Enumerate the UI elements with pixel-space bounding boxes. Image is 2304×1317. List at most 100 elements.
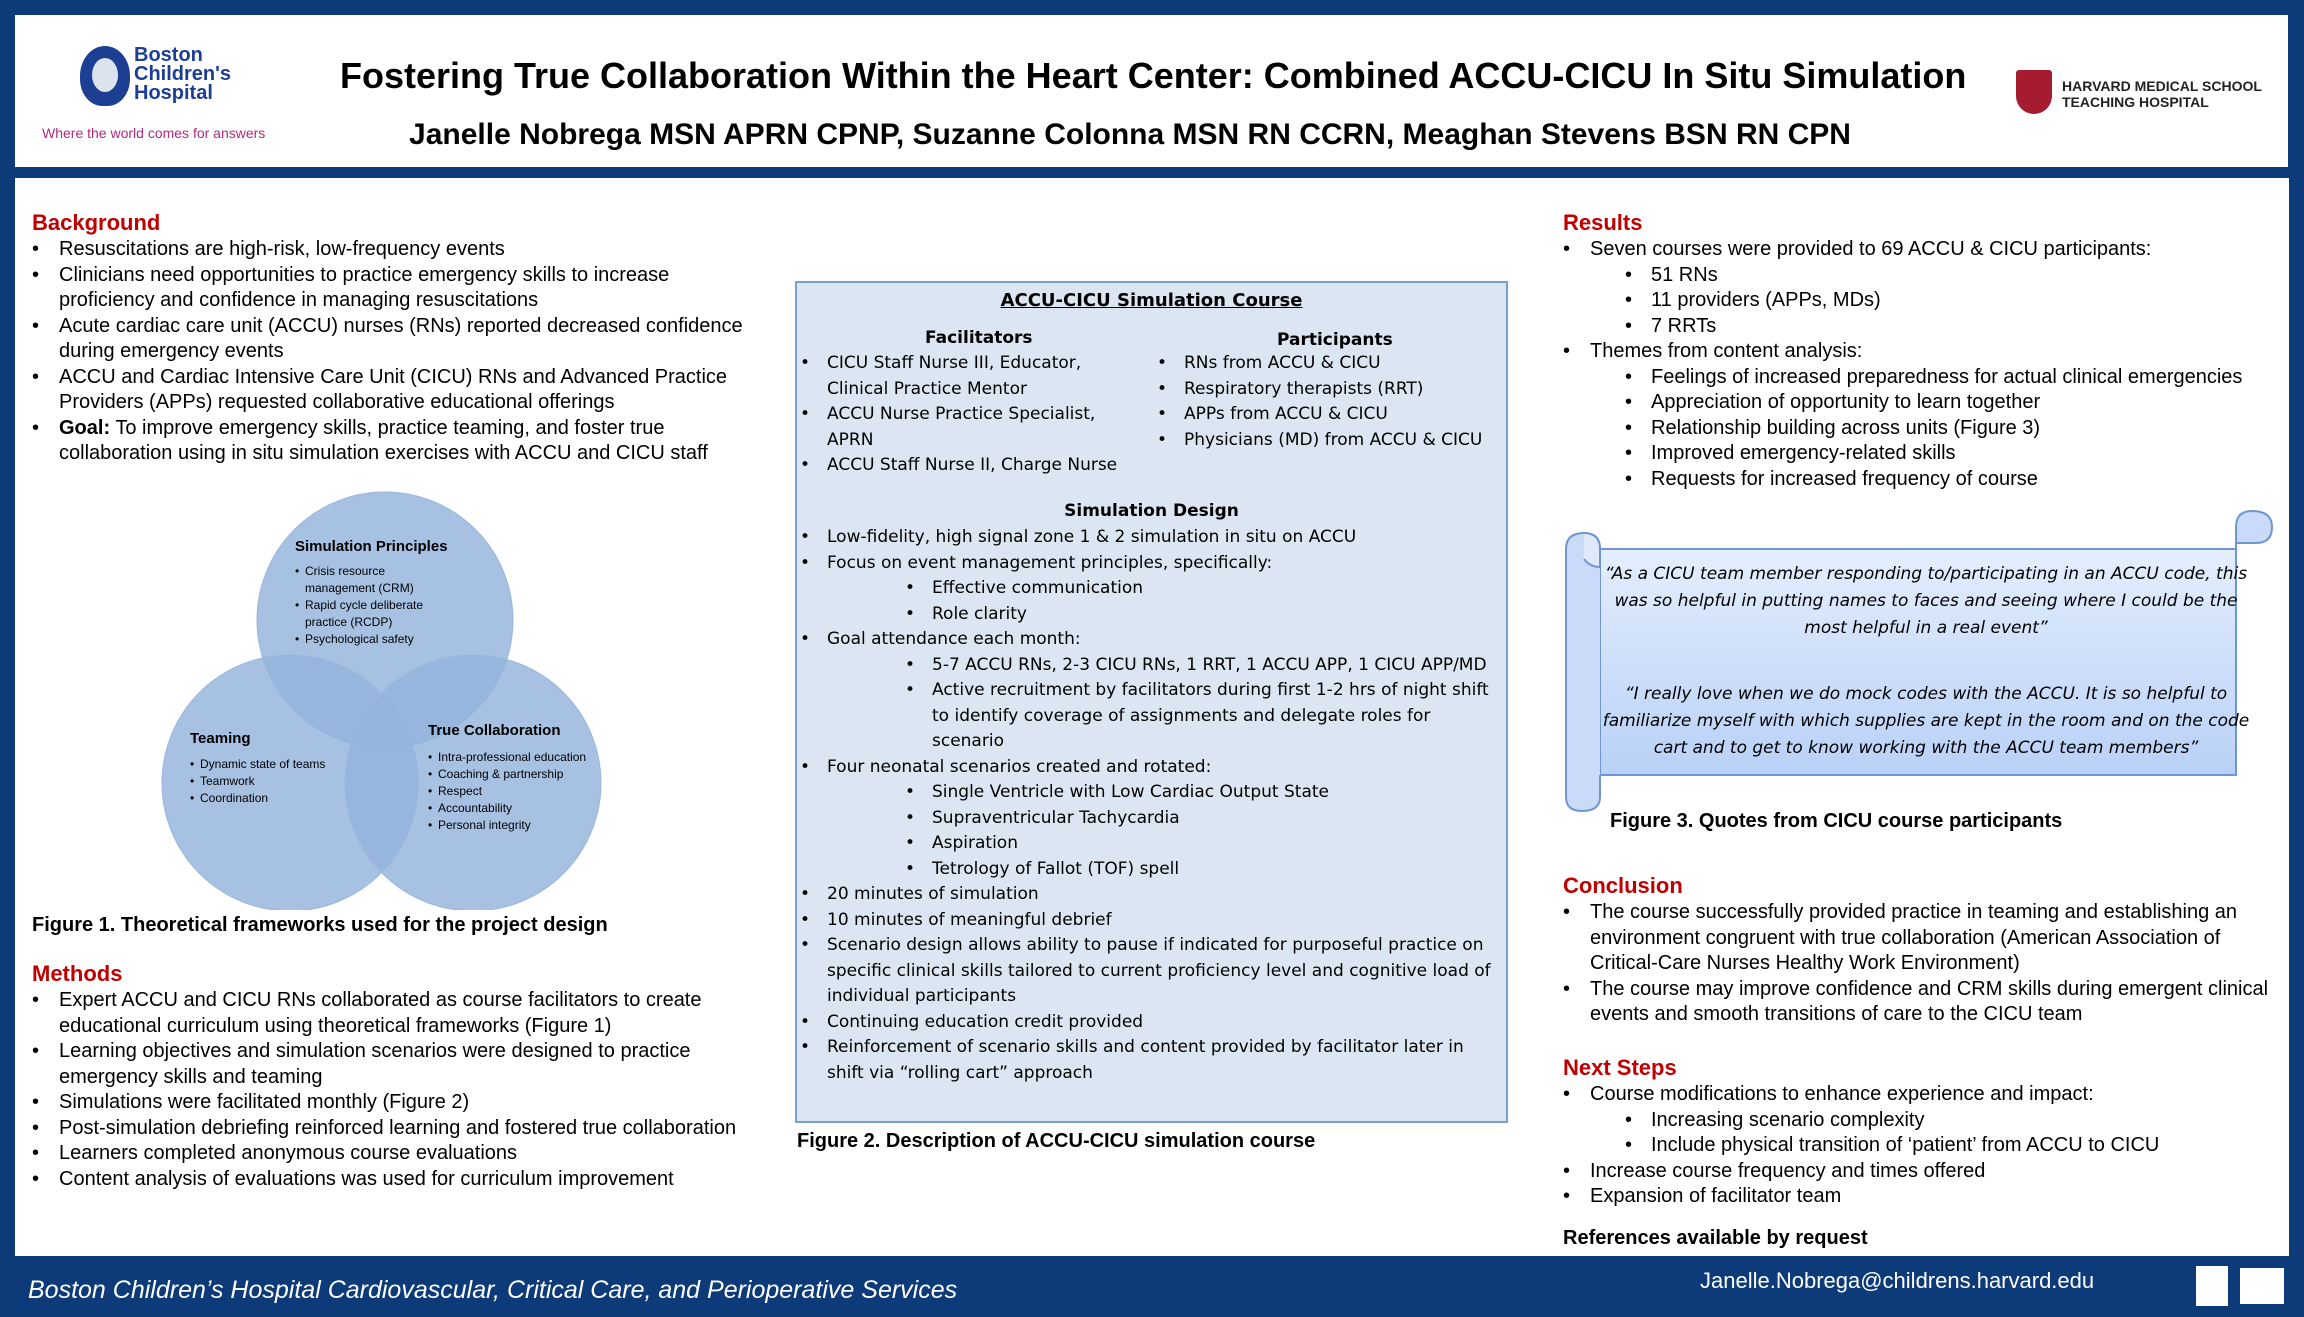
goal-label: Goal: <box>59 417 110 439</box>
background-list: Resuscitations are high-risk, low-freque… <box>32 237 752 467</box>
hms-shield-icon <box>2016 70 2052 114</box>
design-list: Low-fidelity, high signal zone 1 & 2 sim… <box>797 525 1505 1086</box>
list-item: Continuing education credit provided <box>797 1010 1505 1036</box>
hms-logo-text: HARVARD MEDICAL SCHOOL TEACHING HOSPITAL <box>2062 78 2262 110</box>
list-item: RNs from ACCU & CICU <box>1154 351 1506 377</box>
next-steps-list: Course modifications to enhance experien… <box>1563 1082 2283 1210</box>
venn-team-title: Teaming <box>190 730 251 747</box>
list-item: The course successfully provided practic… <box>1563 900 2283 977</box>
list-item: Appreciation of opportunity to learn tog… <box>1563 390 2283 416</box>
list-item: Respect <box>428 783 588 800</box>
poster-authors: Janelle Nobrega MSN APRN CPNP, Suzanne C… <box>340 118 1920 152</box>
list-item: Themes from content analysis: <box>1563 339 2283 365</box>
list-item: Content analysis of evaluations was used… <box>32 1167 752 1193</box>
conclusion-heading: Conclusion <box>1563 873 1683 899</box>
list-item: 11 providers (APPs, MDs) <box>1563 288 2283 314</box>
list-item: Supraventricular Tachycardia <box>797 806 1505 832</box>
venn-sim-title: Simulation Principles <box>295 538 448 555</box>
facilitators-heading: Facilitators <box>925 328 1033 348</box>
list-item: Expert ACCU and CICU RNs collaborated as… <box>32 988 752 1039</box>
list-item: Coordination <box>190 790 340 807</box>
list-item: Goal: To improve emergency skills, pract… <box>32 416 752 467</box>
facilitators-list: CICU Staff Nurse III, Educator, Clinical… <box>797 351 1137 479</box>
list-item: CICU Staff Nurse III, Educator, Clinical… <box>797 351 1137 402</box>
figure3-caption: Figure 3. Quotes from CICU course partic… <box>1610 810 2062 833</box>
list-item: Learners completed anonymous course eval… <box>32 1141 752 1167</box>
list-item: Aspiration <box>797 831 1505 857</box>
list-item: Dynamic state of teams <box>190 756 340 773</box>
participants-list: RNs from ACCU & CICU Respiratory therapi… <box>1154 351 1506 453</box>
list-item: Feelings of increased preparedness for a… <box>1563 365 2283 391</box>
bch-shield-icon <box>80 46 130 106</box>
list-item: Coaching & partnership <box>428 766 588 783</box>
methods-heading: Methods <box>32 961 122 987</box>
bch-tagline: Where the world comes for answers <box>42 125 265 141</box>
footer-email[interactable]: Janelle.Nobrega@childrens.harvard.edu <box>1700 1268 2094 1294</box>
list-item: Psychological safety <box>295 631 445 648</box>
list-item: Effective communication <box>797 576 1505 602</box>
list-item: Personal integrity <box>428 817 588 834</box>
venn-diagram: Simulation Principles Crisis resource ma… <box>160 490 610 910</box>
bch-logo-text: Boston Children's Hospital <box>134 46 231 103</box>
references-note: References available by request <box>1563 1227 1868 1250</box>
list-item: ACCU Staff Nurse II, Charge Nurse <box>797 453 1137 479</box>
list-item: ACCU Nurse Practice Specialist, APRN <box>797 402 1137 453</box>
list-item: 5-7 ACCU RNs, 2-3 CICU RNs, 1 RRT, 1 ACC… <box>797 653 1505 679</box>
venn-tc-list: Intra-professional education Coaching & … <box>428 749 588 834</box>
venn-team-list: Dynamic state of teams Teamwork Coordina… <box>190 756 340 807</box>
list-item: Tetrology of Fallot (TOF) spell <box>797 857 1505 883</box>
list-item: 20 minutes of simulation <box>797 882 1505 908</box>
footer-department: Boston Children’s Hospital Cardiovascula… <box>28 1276 957 1305</box>
footer-logo-icon <box>2196 1266 2228 1306</box>
list-item: 51 RNs <box>1563 263 2283 289</box>
venn-sim-list: Crisis resource management (CRM) Rapid c… <box>295 563 445 648</box>
footer-magnet-logo-icon <box>2240 1268 2284 1304</box>
participants-heading: Participants <box>1277 330 1393 350</box>
list-item: Seven courses were provided to 69 ACCU &… <box>1563 237 2283 263</box>
course-box: ACCU-CICU Simulation Course Facilitators… <box>795 281 1508 1123</box>
list-item: Focus on event management principles, sp… <box>797 551 1505 577</box>
results-list: Seven courses were provided to 69 ACCU &… <box>1563 237 2283 492</box>
poster-title: Fostering True Collaboration Within the … <box>340 55 2020 97</box>
background-heading: Background <box>32 210 160 236</box>
list-item: Include physical transition of ‘patient’… <box>1563 1133 2283 1159</box>
list-item: Simulations were facilitated monthly (Fi… <box>32 1090 752 1116</box>
figure1-caption: Figure 1. Theoretical frameworks used fo… <box>32 914 608 937</box>
list-item: Rapid cycle deliberate practice (RCDP) <box>295 597 445 631</box>
list-item: Role clarity <box>797 602 1505 628</box>
course-title: ACCU-CICU Simulation Course <box>797 290 1506 311</box>
list-item: Requests for increased frequency of cour… <box>1563 467 2283 493</box>
list-item: Scenario design allows ability to pause … <box>797 933 1505 1010</box>
venn-tc-title: True Collaboration <box>428 722 561 739</box>
list-item: Expansion of facilitator team <box>1563 1184 2283 1210</box>
next-steps-heading: Next Steps <box>1563 1055 1677 1081</box>
list-item: Intra-professional education <box>428 749 588 766</box>
list-item: Crisis resource management (CRM) <box>295 563 445 597</box>
list-item: Accountability <box>428 800 588 817</box>
list-item: Course modifications to enhance experien… <box>1563 1082 2283 1108</box>
list-item: Improved emergency-related skills <box>1563 441 2283 467</box>
list-item: 10 minutes of meaningful debrief <box>797 908 1505 934</box>
list-item: Resuscitations are high-risk, low-freque… <box>32 237 752 263</box>
quote-scroll <box>1560 507 2276 812</box>
list-item: Clinicians need opportunities to practic… <box>32 263 752 314</box>
list-item: Goal attendance each month: <box>797 627 1505 653</box>
list-item: The course may improve confidence and CR… <box>1563 977 2283 1028</box>
list-item: Acute cardiac care unit (ACCU) nurses (R… <box>32 314 752 365</box>
goal-text: To improve emergency skills, practice te… <box>59 417 708 465</box>
list-item: Active recruitment by facilitators durin… <box>797 678 1505 755</box>
list-item: Single Ventricle with Low Cardiac Output… <box>797 780 1505 806</box>
left-border <box>0 178 15 1258</box>
design-heading: Simulation Design <box>797 501 1506 521</box>
right-border <box>2289 178 2304 1258</box>
conclusion-list: The course successfully provided practic… <box>1563 900 2283 1028</box>
list-item: Four neonatal scenarios created and rota… <box>797 755 1505 781</box>
list-item: Learning objectives and simulation scena… <box>32 1039 752 1090</box>
list-item: Post-simulation debriefing reinforced le… <box>32 1116 752 1142</box>
quote-2: “I really love when we do mock codes wit… <box>1600 681 2252 762</box>
list-item: Physicians (MD) from ACCU & CICU <box>1154 428 1506 454</box>
list-item: Reinforcement of scenario skills and con… <box>797 1035 1505 1086</box>
list-item: 7 RRTs <box>1563 314 2283 340</box>
bch-logo: Boston Children's Hospital <box>80 44 280 114</box>
figure2-caption: Figure 2. Description of ACCU-CICU simul… <box>797 1130 1315 1153</box>
